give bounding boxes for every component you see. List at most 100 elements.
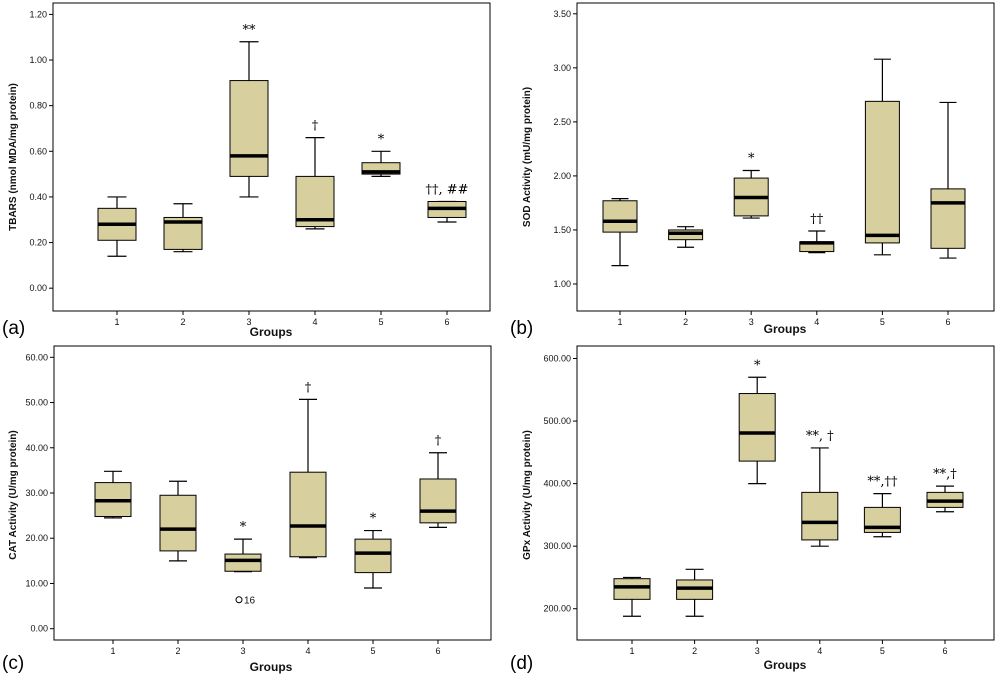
x-tick-label: 3 [755, 646, 760, 656]
y-tick-label: 1.20 [29, 9, 47, 19]
y-tick-label: 0.80 [29, 101, 47, 111]
box-group-3: * [738, 358, 776, 485]
x-tick-label: 5 [880, 317, 885, 327]
box [354, 538, 392, 574]
x-tick-label: 4 [312, 317, 317, 327]
x-tick-label: 5 [880, 646, 885, 656]
box [738, 393, 776, 462]
boxes-d: * **, † **,†† **,† [613, 358, 964, 617]
x-tick-label: 5 [378, 317, 383, 327]
box [289, 471, 327, 558]
box-group-2 [163, 203, 203, 253]
box [602, 200, 638, 233]
y-tick-label: 2.50 [553, 117, 571, 127]
x-tick-label: 2 [692, 646, 697, 656]
significance-annotation: * [370, 512, 377, 527]
boxes-c: * † * † 16 [94, 380, 457, 607]
boxes-a: ** † * ††, ## [97, 23, 469, 257]
y-tick-label: 30.00 [25, 488, 48, 498]
box [361, 162, 401, 175]
x-tick-label: 6 [444, 317, 449, 327]
significance-annotation: * [240, 520, 247, 535]
x-axis-label-a: Groups [250, 325, 293, 339]
x-tick-label: 1 [617, 317, 622, 327]
panel-label-b: (b) [510, 318, 533, 339]
y-tick-label: 0.40 [29, 192, 47, 202]
y-ticks-c: 0.00 10.00 20.00 30.00 40.00 50.00 60.00 [25, 352, 54, 634]
y-tick-label: 1.00 [29, 55, 47, 65]
box [930, 188, 966, 249]
significance-annotation: * [378, 132, 385, 147]
box-group-2 [668, 226, 704, 248]
box [224, 553, 262, 572]
box-group-1 [602, 198, 638, 267]
box-group-3: ** [229, 23, 269, 198]
box-group-5: **,†† [863, 475, 901, 538]
box-group-4: †† [799, 212, 835, 254]
y-ticks-b: 1.00 1.50 2.00 2.50 3.00 3.50 [553, 9, 577, 289]
significance-annotation: † [312, 119, 319, 134]
significance-annotation: * [754, 358, 761, 373]
panel-c: CAT Activity (U/mg protein) Groups (c) 0… [2, 345, 492, 674]
y-tick-label: 3.50 [553, 9, 571, 19]
outlier-label: 16 [244, 596, 256, 607]
panel-label-a: (a) [2, 318, 25, 339]
x-ticks-a: 1 2 3 4 5 6 [114, 311, 450, 327]
y-tick-label: 600.00 [543, 354, 571, 364]
x-tick-label: 2 [180, 317, 185, 327]
y-tick-label: 500.00 [543, 416, 571, 426]
y-tick-label: 0.00 [29, 283, 47, 293]
y-tick-label: 1.00 [553, 279, 571, 289]
box-group-2 [676, 568, 714, 617]
box-group-4: † [295, 119, 335, 230]
y-tick-label: 0.60 [29, 146, 47, 156]
box-group-5: * [361, 132, 401, 177]
x-tick-label: 5 [370, 646, 375, 656]
y-tick-label: 400.00 [543, 479, 571, 489]
significance-annotation: † [305, 380, 312, 395]
y-tick-label: 2.00 [553, 171, 571, 181]
significance-annotation: * [748, 152, 755, 167]
x-ticks-d: 1 2 3 4 5 6 [629, 640, 948, 656]
box [613, 578, 651, 600]
x-ticks-c: 1 2 3 4 5 6 [110, 640, 441, 656]
y-ticks-d: 200.00 300.00 400.00 500.00 600.00 [543, 354, 577, 614]
significance-annotation: **,†† [867, 475, 898, 490]
x-tick-label: 1 [114, 317, 119, 327]
y-axis-label-c: CAT Activity (U/mg protein) [8, 430, 19, 559]
significance-annotation: †† [810, 212, 824, 227]
y-ticks-a: 0.00 0.20 0.40 0.60 0.80 1.00 1.20 [29, 9, 53, 293]
panel-label-d: (d) [510, 653, 533, 674]
y-axis-label-a: TBARS (nmol MDA/mg protein) [8, 83, 19, 231]
box [229, 80, 269, 177]
box-group-1 [94, 470, 132, 519]
box [801, 491, 839, 541]
x-tick-label: 6 [942, 646, 947, 656]
plot-frame-d [576, 345, 995, 641]
box-group-1 [613, 576, 651, 617]
y-axis-label-b: SOD Activity (mU/mg protein) [522, 87, 533, 227]
box [864, 100, 900, 244]
box-group-4: **, † [801, 429, 839, 547]
y-tick-label: 20.00 [25, 533, 48, 543]
panel-b: SOD Activity (mU/mg protein) Groups (b) … [510, 2, 995, 339]
box-group-5: * [354, 512, 392, 589]
x-axis-label-c: Groups [250, 660, 293, 674]
box-group-4: † [289, 380, 327, 559]
y-tick-label: 300.00 [543, 541, 571, 551]
x-tick-label: 3 [246, 317, 251, 327]
boxes-b: * †† [602, 58, 966, 267]
box [419, 478, 457, 524]
significance-annotation: ** [243, 23, 257, 38]
x-tick-label: 1 [629, 646, 634, 656]
y-axis-label-d: GPx Activity (U/mg protein) [522, 430, 533, 560]
y-tick-label: 10.00 [25, 578, 48, 588]
x-axis-label-b: Groups [764, 322, 807, 336]
box [159, 494, 197, 552]
x-tick-label: 6 [435, 646, 440, 656]
x-axis-label-d: Groups [764, 658, 807, 672]
significance-annotation: ††, ## [425, 182, 468, 197]
x-tick-label: 3 [749, 317, 754, 327]
panel-a: TBARS (nmol MDA/mg protein) Groups (a) 0… [2, 2, 491, 339]
